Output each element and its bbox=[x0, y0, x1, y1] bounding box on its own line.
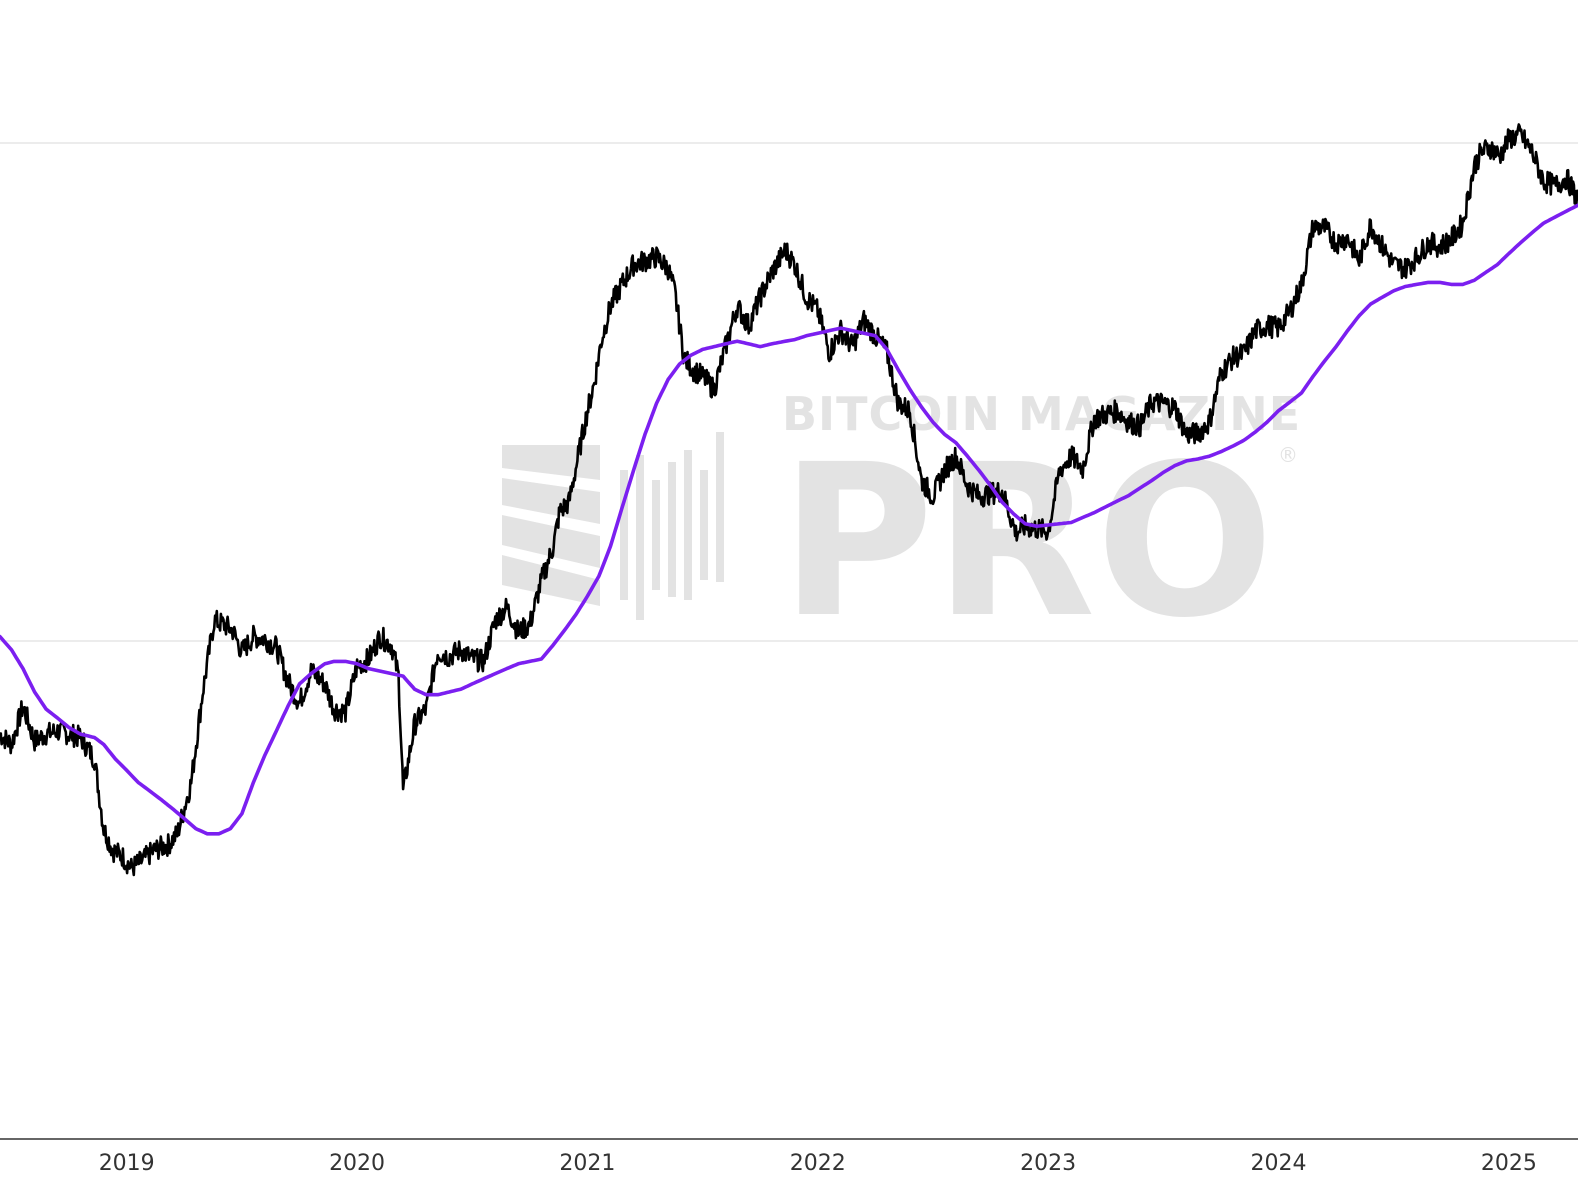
x-tick-label-2025: 2025 bbox=[1481, 1151, 1537, 1176]
x-tick-label-2022: 2022 bbox=[790, 1151, 846, 1176]
watermark-logo-icon bbox=[502, 432, 724, 620]
series-layer bbox=[0, 123, 1578, 877]
x-tick-label-2020: 2020 bbox=[329, 1151, 385, 1176]
x-axis-ticks: 2019 2020 2021 2022 2023 2024 2025 bbox=[99, 1151, 1537, 1176]
watermark-registered-mark: ® bbox=[1278, 443, 1298, 467]
x-tick-label-2021: 2021 bbox=[559, 1151, 615, 1176]
watermark-line2: PRO bbox=[780, 419, 1274, 664]
x-tick-label-2023: 2023 bbox=[1020, 1151, 1076, 1176]
btc-price-line bbox=[0, 123, 1578, 877]
moving-average-line bbox=[0, 203, 1578, 836]
x-tick-label-2019: 2019 bbox=[99, 1151, 155, 1176]
x-tick-label-2024: 2024 bbox=[1251, 1151, 1307, 1176]
